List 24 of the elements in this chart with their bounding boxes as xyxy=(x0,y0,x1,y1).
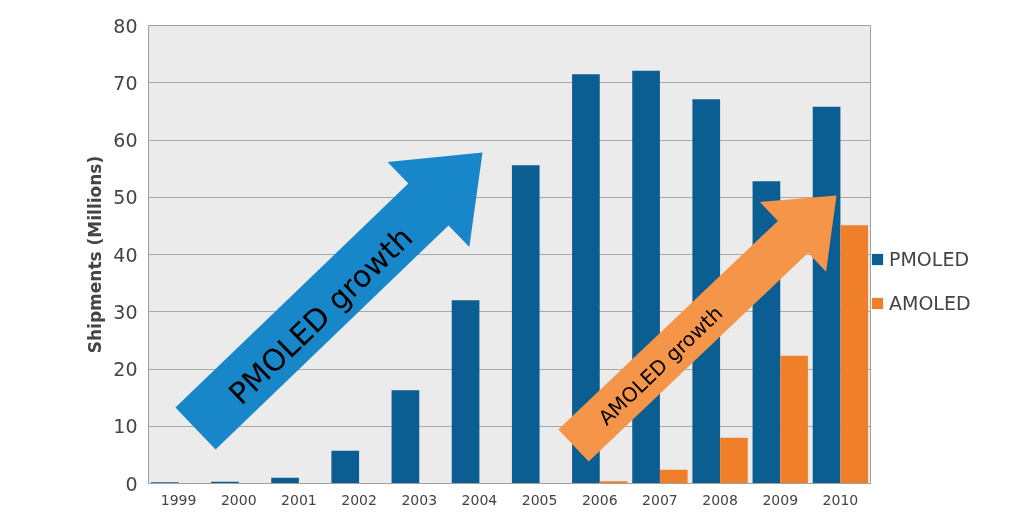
x-tick-label: 2006 xyxy=(581,491,618,508)
y-tick-label: 50 xyxy=(113,186,138,209)
x-tick-label: 2002 xyxy=(341,491,377,508)
legend-label: PMOLED xyxy=(889,248,970,270)
x-tick-label: 2005 xyxy=(521,491,558,508)
x-tick-label: 2007 xyxy=(642,491,678,508)
x-tick-label: 2004 xyxy=(461,491,498,508)
x-tick-label: 1999 xyxy=(160,491,197,508)
y-tick-label: 30 xyxy=(113,300,138,323)
y-tick-label: 10 xyxy=(113,415,138,438)
y-tick-label: 40 xyxy=(113,243,138,266)
y-tick-label: 60 xyxy=(113,129,138,151)
x-tick-label: 2009 xyxy=(762,491,799,508)
x-tick-label: 2008 xyxy=(702,491,738,508)
x-tick-label: 2010 xyxy=(822,491,859,508)
y-tick-label: 80 xyxy=(113,14,138,37)
y-tick-label: 70 xyxy=(113,71,138,94)
x-tick-label: 2003 xyxy=(401,491,438,508)
x-tick-label: 2000 xyxy=(220,491,257,508)
x-tick-label: 2001 xyxy=(281,491,317,508)
y-tick-label: 0 xyxy=(125,472,138,495)
y-tick-label: 20 xyxy=(113,358,138,380)
y-axis-title: Shipments (Millions) xyxy=(85,155,106,354)
legend-label: AMOLED xyxy=(889,292,971,314)
